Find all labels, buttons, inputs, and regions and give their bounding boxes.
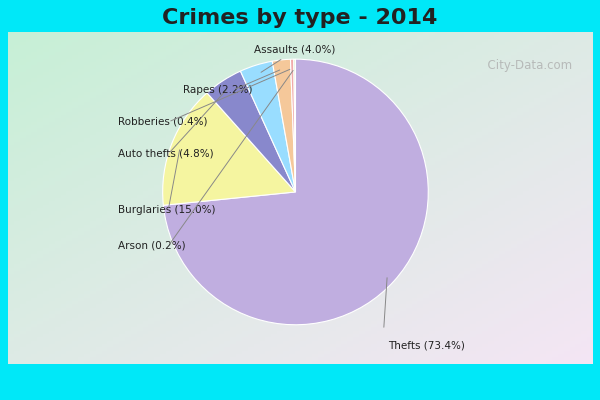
Wedge shape bbox=[294, 59, 295, 192]
Wedge shape bbox=[207, 71, 295, 192]
Text: Auto thefts (4.8%): Auto thefts (4.8%) bbox=[118, 149, 214, 159]
Text: Arson (0.2%): Arson (0.2%) bbox=[118, 241, 185, 251]
Text: Thefts (73.4%): Thefts (73.4%) bbox=[388, 341, 465, 351]
Wedge shape bbox=[290, 59, 295, 192]
Text: City-Data.com: City-Data.com bbox=[480, 60, 572, 72]
Text: Rapes (2.2%): Rapes (2.2%) bbox=[183, 85, 253, 95]
Text: Burglaries (15.0%): Burglaries (15.0%) bbox=[118, 205, 215, 215]
Text: Robberies (0.4%): Robberies (0.4%) bbox=[118, 117, 208, 127]
Text: Crimes by type - 2014: Crimes by type - 2014 bbox=[163, 8, 437, 28]
Text: Assaults (4.0%): Assaults (4.0%) bbox=[254, 45, 335, 55]
Wedge shape bbox=[163, 93, 295, 205]
Wedge shape bbox=[272, 59, 295, 192]
Wedge shape bbox=[163, 59, 428, 325]
Wedge shape bbox=[241, 61, 295, 192]
